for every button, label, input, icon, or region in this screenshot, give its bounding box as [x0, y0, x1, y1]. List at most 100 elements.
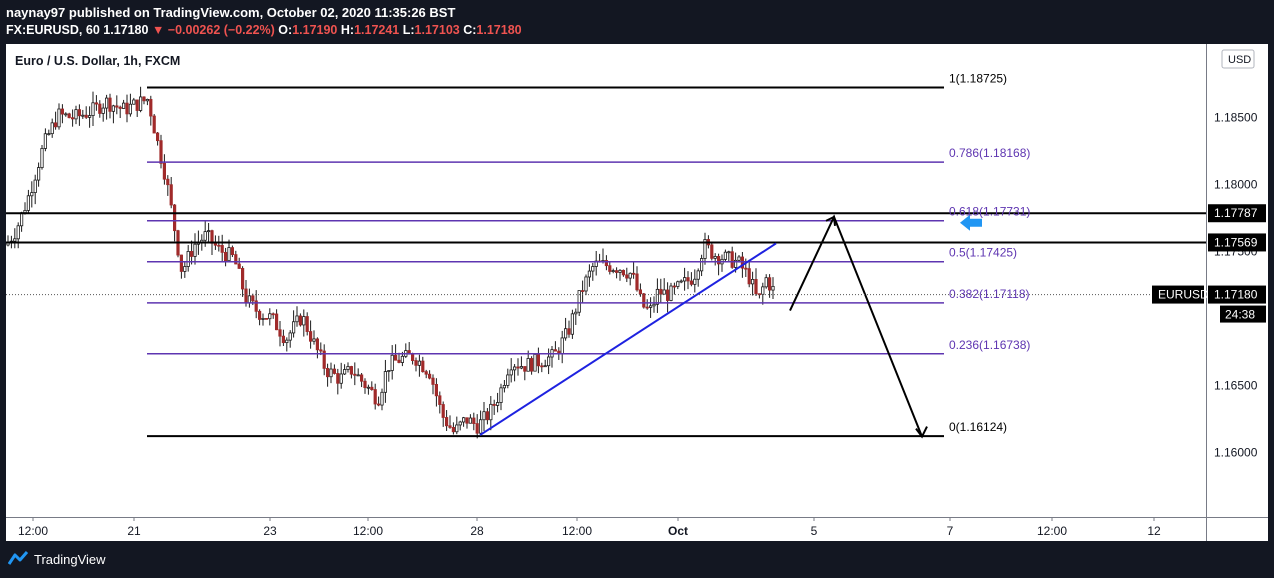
candle-up	[26, 195, 31, 211]
fib-level-label: 0(1.16124)	[949, 420, 1007, 434]
candle-down	[118, 106, 122, 109]
candle-down	[349, 366, 354, 375]
candle-down	[315, 338, 320, 351]
candle-down	[54, 122, 58, 128]
candle-down	[553, 349, 558, 352]
candle-up	[16, 225, 20, 240]
x-tick-label: 21	[127, 524, 141, 538]
candle-down	[475, 423, 479, 434]
candle-down	[281, 335, 286, 344]
candle-down	[159, 140, 163, 164]
candle-down	[142, 96, 146, 102]
candle-up	[649, 305, 653, 308]
candle-up	[105, 97, 109, 109]
trendline	[479, 242, 777, 436]
close-label: C:	[463, 23, 477, 37]
plot-area	[6, 44, 1206, 517]
candle-up	[468, 417, 473, 424]
candle-up	[693, 278, 697, 285]
x-tick-label: 23	[263, 524, 277, 538]
candle-up	[628, 272, 632, 279]
candle-up	[206, 230, 211, 233]
candle-up	[683, 277, 687, 282]
candle-up	[346, 366, 350, 370]
candle-down	[754, 279, 758, 295]
candle-down	[393, 354, 398, 361]
candle-down	[492, 403, 496, 406]
x-tick-label: 12	[1147, 524, 1161, 538]
candle-up	[13, 238, 17, 242]
candle-up	[509, 369, 513, 376]
candle-up	[380, 391, 384, 406]
candle-up	[383, 371, 388, 393]
candle-up	[761, 286, 765, 295]
candle-down	[254, 300, 258, 312]
candle-up	[81, 114, 85, 117]
candle-up	[342, 369, 347, 375]
candle-up	[101, 107, 105, 114]
tradingview-logo-icon	[8, 551, 29, 565]
y-tick-label: 1.16500	[1214, 379, 1258, 393]
candle-down	[169, 184, 173, 206]
candle-up	[302, 316, 306, 326]
symbol-tag-label: EURUSD	[1158, 288, 1209, 302]
candle-down	[744, 267, 748, 270]
current-price-tag	[1208, 285, 1266, 304]
candle-up	[526, 358, 530, 372]
horizontal-level-label: 1.17787	[1214, 206, 1258, 220]
candle-down	[472, 417, 476, 424]
candle-up	[186, 251, 190, 267]
candle-down	[84, 114, 88, 118]
candle-up	[132, 99, 136, 105]
fib-level-label: 1(1.18725)	[949, 72, 1007, 86]
candle-down	[67, 113, 71, 119]
x-tick-label: 12:00	[353, 524, 383, 538]
chart-frame[interactable]: Euro / U.S. Dollar, 1h, FXCM 1.18500 1.180…	[6, 44, 1268, 541]
candle-up	[727, 251, 731, 254]
price-chart[interactable]: Euro / U.S. Dollar, 1h, FXCM 1.18500 1.180…	[6, 44, 1268, 541]
candle-down	[567, 328, 571, 335]
candle-up	[700, 258, 704, 272]
candle-up	[713, 256, 717, 259]
candle-up	[295, 315, 299, 323]
candle-down	[747, 268, 751, 285]
candle-up	[519, 366, 524, 369]
candle-down	[189, 251, 194, 257]
low-label: L:	[402, 23, 415, 37]
candle-up	[570, 313, 575, 335]
publish-info: naynay97 published on TradingView.com, O…	[6, 5, 456, 20]
candle-up	[764, 277, 768, 288]
open-label: O:	[278, 23, 293, 37]
candle-down	[210, 230, 214, 244]
candle-up	[771, 285, 775, 291]
candle-up	[734, 259, 738, 268]
candle-down	[149, 98, 153, 117]
candle-down	[632, 272, 636, 275]
countdown-label: 24:38	[1225, 308, 1255, 322]
candle-down	[431, 377, 435, 385]
candle-up	[366, 386, 371, 389]
candle-up	[547, 356, 551, 367]
current-price-label: 1.17180	[1214, 288, 1258, 302]
candle-down	[370, 386, 374, 390]
candle-down	[536, 354, 541, 367]
candle-up	[19, 212, 24, 227]
fib-level-label: 0.618(1.17731)	[949, 205, 1030, 219]
candle-up	[591, 266, 595, 272]
candle-down	[162, 162, 166, 180]
candle-down	[604, 260, 609, 267]
candle-up	[193, 243, 197, 257]
candle-down	[710, 244, 714, 259]
candle-down	[540, 365, 544, 368]
candle-up	[285, 339, 289, 344]
x-tick-label: 7	[947, 524, 954, 538]
candle-up	[88, 115, 92, 118]
candle-down	[98, 103, 102, 114]
candle-up	[652, 303, 656, 307]
candle-up	[655, 288, 660, 305]
candle-up	[611, 270, 615, 273]
candle-up	[499, 387, 503, 403]
close-value: 1.17180	[476, 23, 522, 37]
candle-down	[730, 251, 734, 268]
currency-button-label: USD	[1228, 54, 1251, 66]
